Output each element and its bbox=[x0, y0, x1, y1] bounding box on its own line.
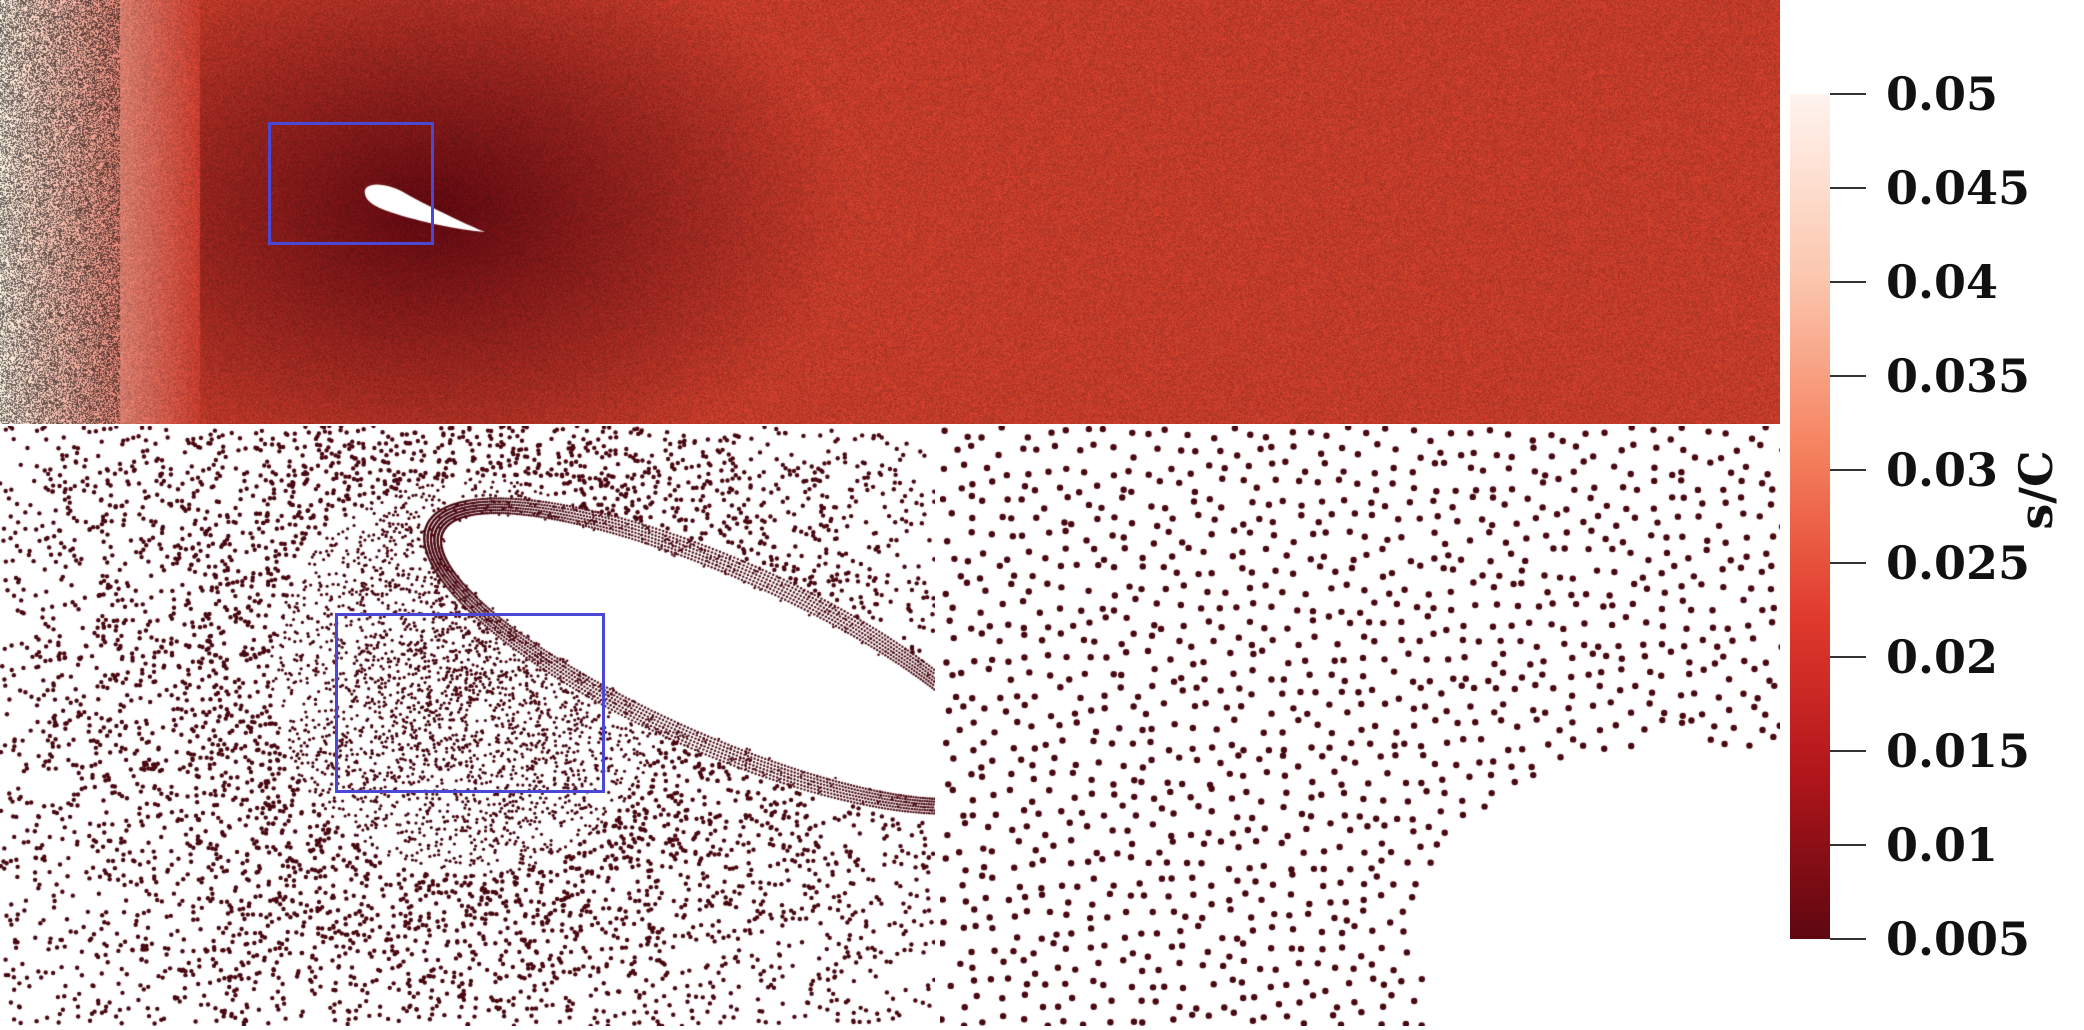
zoom-level-1-panel bbox=[0, 426, 935, 1026]
colorbar-tick-mark bbox=[1830, 844, 1866, 847]
colorbar-tick-label: 0.015 bbox=[1886, 724, 2031, 779]
zoom-region-box-secondary bbox=[335, 613, 605, 793]
colorbar-tick-mark bbox=[1830, 656, 1866, 659]
zoom-level-2-panel bbox=[940, 426, 1780, 1026]
colorbar-tick-label: 0.03 bbox=[1886, 442, 1999, 497]
colorbar-tick-label: 0.025 bbox=[1886, 536, 2031, 591]
colorbar-tick-label: 0.035 bbox=[1886, 348, 2031, 403]
colorbar-tick-label: 0.005 bbox=[1886, 912, 2031, 966]
zoom-region-box bbox=[268, 122, 434, 245]
colorbar-tick-mark bbox=[1830, 374, 1866, 377]
colorbar-tick-mark bbox=[1830, 468, 1866, 471]
colorbar-tick-mark bbox=[1830, 186, 1866, 189]
colorbar-gradient bbox=[1790, 94, 1830, 939]
colorbar-tick-mark bbox=[1830, 750, 1866, 753]
colorbar-tick-label: 0.02 bbox=[1886, 630, 1999, 685]
colorbar-title: s/C bbox=[2009, 450, 2063, 530]
colorbar-tick-mark bbox=[1830, 93, 1866, 95]
colorbar-tick-label: 0.01 bbox=[1886, 818, 1999, 873]
colorbar-tick-mark bbox=[1830, 280, 1866, 283]
colorbar-tick-label: 0.05 bbox=[1886, 67, 1999, 121]
colorbar-tick-label: 0.045 bbox=[1886, 160, 2031, 215]
colorbar-tick-label: 0.04 bbox=[1886, 254, 1999, 309]
full-domain-panel bbox=[0, 0, 1780, 424]
colorbar-tick-mark bbox=[1830, 562, 1866, 565]
zoom-level-1-point-cloud bbox=[0, 426, 935, 1026]
full-domain-point-cloud bbox=[0, 0, 1780, 424]
colorbar-tick-mark bbox=[1830, 938, 1866, 940]
zoom-level-2-point-cloud bbox=[940, 426, 1780, 1026]
